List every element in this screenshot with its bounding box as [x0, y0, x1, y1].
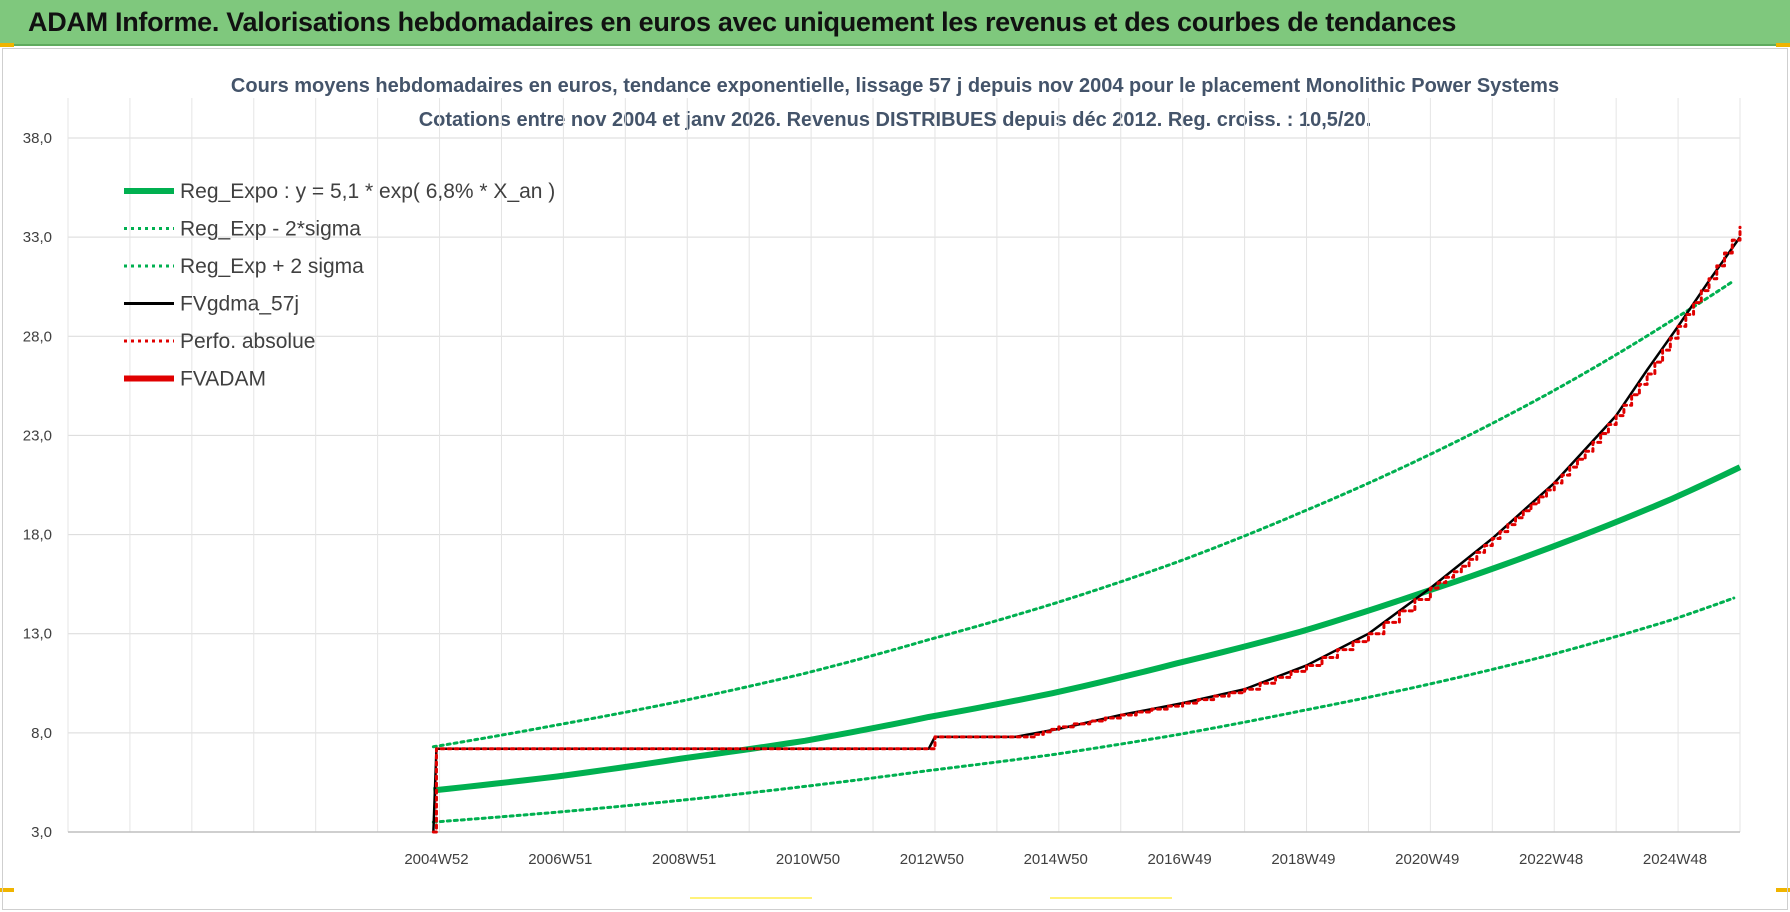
legend: Reg_Expo : y = 5,1 * exp( 6,8% * X_an ) R… — [124, 180, 555, 391]
corner-marker-left — [0, 43, 14, 47]
y-tick-label: 28,0 — [23, 328, 52, 345]
legend-label: Perfo. absolue — [180, 330, 315, 353]
x-tick-label: 2004W52 — [404, 851, 468, 868]
x-axis: 2004W52 2006W51 2008W51 2010W50 2012W50 2014W… — [404, 851, 1707, 868]
x-tick-label: 2022W48 — [1519, 851, 1583, 868]
y-tick-label: 3,0 — [31, 824, 52, 841]
y-tick-label: 23,0 — [23, 427, 52, 444]
x-tick-label: 2016W49 — [1147, 851, 1211, 868]
x-tick-label: 2020W49 — [1395, 851, 1459, 868]
x-tick-label: 2014W50 — [1024, 851, 1088, 868]
series-line — [433, 464, 1742, 794]
plot-area — [431, 225, 1742, 834]
corner-marker-right — [1776, 43, 1790, 47]
y-axis: 3,0 8,0 13,0 18,0 23,0 28,0 33,0 38,0 — [23, 130, 52, 841]
x-tick-label: 2008W51 — [652, 851, 716, 868]
bottom-accent-line — [690, 897, 812, 899]
x-tick-label: 2006W51 — [528, 851, 592, 868]
corner-marker-bottom-right — [1776, 888, 1790, 892]
legend-label: FVADAM — [180, 368, 266, 391]
series-line — [431, 279, 1736, 749]
x-tick-label: 2024W48 — [1643, 851, 1707, 868]
series-line — [431, 225, 1742, 834]
y-tick-label: 38,0 — [23, 130, 52, 147]
chart-title-line-2: Cotations entre nov 2004 et janv 2026. R… — [419, 109, 1372, 131]
y-tick-label: 8,0 — [31, 725, 52, 742]
x-tick-label: 2018W49 — [1271, 851, 1335, 868]
x-tick-label: 2010W50 — [776, 851, 840, 868]
legend-label: Reg_Exp - 2*sigma — [180, 218, 361, 241]
corner-marker-bottom-left — [0, 888, 14, 892]
y-tick-label: 33,0 — [23, 229, 52, 246]
x-tick-label: 2012W50 — [900, 851, 964, 868]
legend-label: FVgdma_57j — [180, 293, 299, 316]
y-tick-label: 18,0 — [23, 527, 52, 544]
bottom-accent-line — [1050, 897, 1172, 899]
series-line — [431, 596, 1736, 824]
y-tick-label: 13,0 — [23, 626, 52, 643]
legend-label: Reg_Exp + 2 sigma — [180, 255, 364, 278]
report-header: ADAM Informe. Valorisations hebdomadaire… — [0, 0, 1790, 46]
chart-title-line-1: Cours moyens hebdomadaires en euros, ten… — [231, 75, 1559, 97]
legend-label: Reg_Expo : y = 5,1 * exp( 6,8% * X_an ) — [180, 180, 555, 203]
report-title: ADAM Informe. Valorisations hebdomadaire… — [28, 7, 1457, 37]
chart-frame — [2, 48, 1788, 910]
